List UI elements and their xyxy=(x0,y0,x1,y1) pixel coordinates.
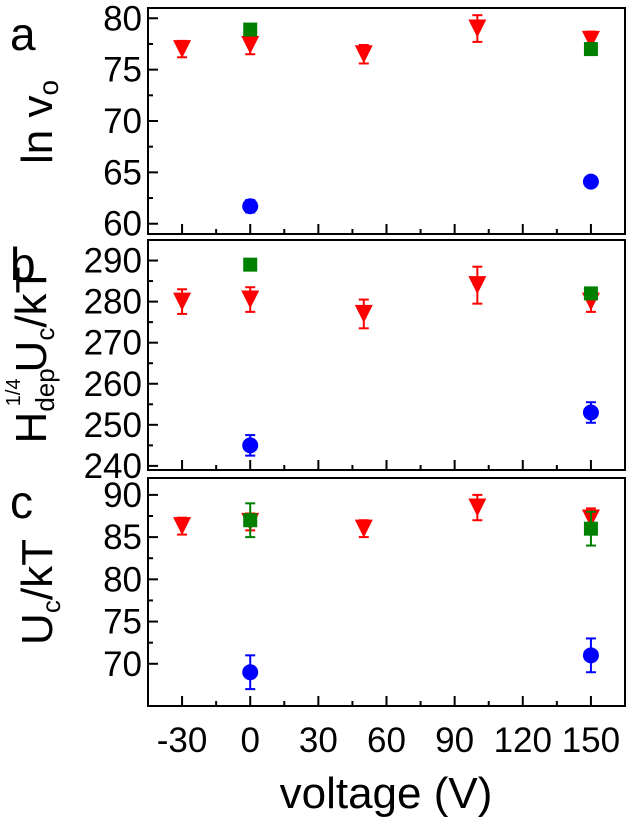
panel-c-marks xyxy=(173,493,600,691)
y-tick-label: 240 xyxy=(84,447,142,486)
data-point-circle xyxy=(242,198,259,215)
x-tick-label: 90 xyxy=(435,721,474,760)
data-point-triangle xyxy=(468,498,487,517)
panel-a-ylabel-sub: o xyxy=(33,80,64,96)
x-tick-label: 60 xyxy=(367,721,406,760)
data-point-triangle xyxy=(354,519,373,538)
data-point-circle xyxy=(242,664,259,681)
data-point-square xyxy=(243,22,258,37)
panel-c-xticks: -30 0 30 60 90 120 150 xyxy=(157,696,620,760)
data-point-square xyxy=(583,521,598,536)
x-axis-label: voltage (V) xyxy=(280,769,493,818)
data-point-circle xyxy=(582,647,599,664)
panel-a-ylabel: ln vo xyxy=(13,80,64,164)
panel-c-ylabel-u-sub: c xyxy=(36,600,66,613)
y-tick-label: 290 xyxy=(84,242,142,281)
x-tick-label: 30 xyxy=(299,721,338,760)
y-tick-label: 70 xyxy=(103,645,142,684)
data-point-square xyxy=(243,257,258,272)
y-tick-label: 250 xyxy=(84,406,142,445)
panel-b-ylabel-u: U xyxy=(7,341,56,373)
y-tick-label: 85 xyxy=(103,518,142,557)
panel-c-ylabel-u: U xyxy=(13,613,62,645)
y-tick-label: 75 xyxy=(103,603,142,642)
panel-a-ylabel-main: ln v xyxy=(13,96,62,164)
panel-b-marks xyxy=(173,257,600,457)
y-tick-label: 90 xyxy=(103,476,142,515)
data-point-triangle xyxy=(354,304,373,323)
y-tick-label: 260 xyxy=(84,365,142,404)
panel-b-ylabel-h-sup: 1/4 xyxy=(3,378,25,406)
x-tick-label: 120 xyxy=(494,721,552,760)
panel-b-ylabel-u-sub: c xyxy=(30,328,60,341)
panel-b-ylabel-h: H xyxy=(7,412,56,444)
data-point-triangle xyxy=(468,276,487,295)
panel-c-ylabel: Uc/kT xyxy=(13,539,66,645)
panel-c-frame xyxy=(147,477,626,707)
panel-b-ylabel-tail: /kT xyxy=(7,267,56,328)
y-tick-label: 75 xyxy=(103,51,142,90)
panel-b-ylabel: Hdep1/4 Uc/kT xyxy=(3,267,60,444)
y-tick-label: 280 xyxy=(84,283,142,322)
panel-a: a ln vo 60 65 70 75 80 xyxy=(10,0,626,244)
data-point-triangle xyxy=(354,45,373,64)
data-point-square xyxy=(583,42,598,57)
y-tick-label: 80 xyxy=(103,560,142,599)
data-point-square xyxy=(583,286,598,301)
data-point-triangle xyxy=(173,292,192,311)
x-tick-label: 0 xyxy=(240,721,259,760)
y-tick-label: 80 xyxy=(103,0,142,38)
panel-a-frame xyxy=(147,7,626,235)
data-point-triangle xyxy=(173,40,192,59)
data-point-circle xyxy=(582,404,599,421)
y-tick-label: 65 xyxy=(103,153,142,192)
data-point-triangle xyxy=(468,19,487,38)
panel-c-ylabel-tail: /kT xyxy=(13,539,62,600)
x-tick-label: 150 xyxy=(562,721,620,760)
data-point-triangle xyxy=(241,290,260,309)
data-point-triangle xyxy=(173,517,192,536)
y-tick-label: 70 xyxy=(103,102,142,141)
data-point-square xyxy=(243,513,258,528)
panel-b-ylabel-h-sub: dep xyxy=(30,368,60,411)
data-point-triangle xyxy=(241,35,260,54)
panel-a-letter: a xyxy=(10,8,36,60)
data-point-circle xyxy=(242,437,259,454)
panel-a-marks xyxy=(173,14,600,215)
x-tick-label: -30 xyxy=(157,721,208,760)
panel-b-frame xyxy=(147,239,626,471)
y-tick-label: 270 xyxy=(84,324,142,363)
panel-a-ticks: 60 65 70 75 80 xyxy=(103,0,592,244)
y-tick-label: 60 xyxy=(103,205,142,244)
data-point-triangle xyxy=(581,30,600,49)
panel-c-letter: c xyxy=(10,476,33,528)
panel-b-letter: b xyxy=(10,238,36,290)
data-point-circle xyxy=(582,173,599,190)
